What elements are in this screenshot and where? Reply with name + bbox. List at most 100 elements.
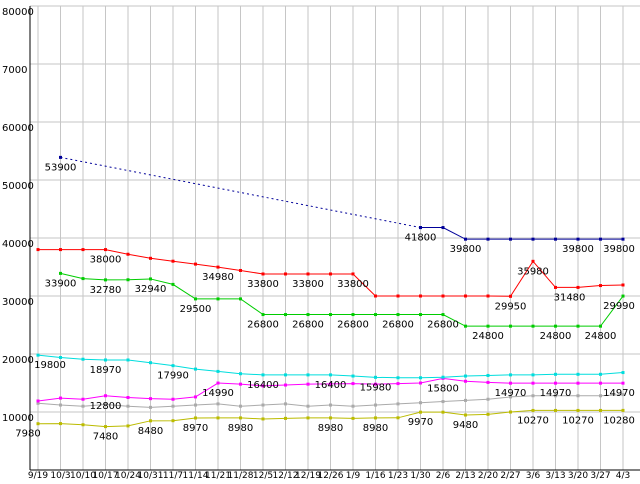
series-navy-marker — [464, 237, 467, 241]
series-olive-marker — [239, 416, 242, 420]
series-gray-marker — [554, 394, 557, 398]
series-cyan-marker — [441, 375, 445, 379]
point-label: 18970 — [90, 365, 122, 376]
series-red-marker — [261, 272, 265, 276]
series-olive-marker — [216, 416, 220, 420]
series-red-marker — [81, 248, 85, 252]
series-magenta-marker — [351, 382, 355, 386]
x-tick-label: 11/21 — [205, 471, 231, 480]
series-green-marker — [351, 313, 355, 317]
series-green-marker — [531, 324, 535, 328]
series-gray-marker — [621, 393, 625, 397]
series-red-marker — [284, 272, 287, 276]
series-navy-marker — [576, 237, 580, 241]
y-tick-label: 50000 — [2, 181, 34, 192]
point-label: 32940 — [135, 284, 167, 295]
series-cyan-marker — [216, 369, 220, 373]
series-red-marker — [126, 252, 130, 256]
x-tick-label: 11/28 — [228, 471, 254, 480]
series-gray-marker — [464, 398, 467, 402]
series-red-marker — [104, 248, 107, 252]
point-label: 14970 — [603, 388, 635, 399]
series-red-marker — [36, 248, 40, 252]
series-gray-marker — [261, 403, 265, 407]
point-label: 14990 — [202, 388, 234, 399]
point-label: 14970 — [540, 388, 572, 399]
series-olive-marker — [396, 416, 400, 420]
x-tick-label: 1/16 — [365, 471, 385, 480]
point-label: 10280 — [603, 415, 635, 426]
series-gray-marker — [419, 401, 422, 405]
series-gray-marker — [216, 402, 220, 406]
series-gray-marker — [374, 403, 377, 407]
series-cyan-marker — [194, 367, 197, 371]
point-label: 29990 — [603, 301, 635, 312]
series-cyan-marker — [509, 373, 512, 377]
series-navy-marker — [621, 237, 625, 241]
series-magenta-marker — [599, 381, 602, 385]
series-olive-marker — [194, 416, 197, 420]
series-cyan-marker — [464, 374, 467, 378]
series-green-marker — [464, 324, 467, 328]
series-green-marker — [171, 282, 175, 286]
series-olive-marker — [351, 416, 355, 420]
point-label: 8980 — [363, 423, 388, 434]
series-navy-marker — [509, 237, 512, 241]
point-label: 8980 — [228, 423, 253, 434]
series-magenta-marker — [486, 380, 490, 384]
point-label: 9480 — [453, 420, 478, 431]
series-red-marker — [306, 272, 310, 276]
series-magenta-marker — [239, 382, 242, 386]
series-green-marker — [554, 324, 557, 328]
series-red-marker — [149, 256, 152, 260]
series-magenta-marker — [104, 394, 107, 398]
series-cyan-marker — [81, 357, 85, 361]
series-olive-marker — [126, 424, 130, 428]
series-green-marker — [216, 297, 220, 301]
series-green-marker — [419, 313, 422, 317]
x-tick-label: 11/14 — [183, 471, 209, 480]
series-red-marker — [216, 265, 220, 269]
x-tick-label: 10/24 — [115, 471, 141, 480]
series-gray-marker — [59, 403, 62, 407]
series-red-marker — [599, 284, 602, 288]
series-navy-marker — [599, 237, 602, 241]
series-magenta-marker — [306, 382, 310, 386]
series-cyan-marker — [351, 374, 355, 378]
y-tick-label: 80000 — [2, 7, 34, 18]
series-magenta-marker — [621, 381, 625, 385]
series-cyan-marker — [486, 373, 490, 377]
y-tick-label: 60000 — [2, 123, 34, 134]
x-tick-label: 3/6 — [526, 471, 541, 480]
series-cyan-marker — [149, 361, 152, 365]
series-green-marker — [374, 313, 377, 317]
series-magenta-marker — [464, 379, 467, 383]
series-green-marker — [126, 278, 130, 282]
series-gray-marker — [441, 400, 445, 404]
y-tick-label: 7000 — [2, 65, 27, 76]
series-red-marker — [239, 268, 242, 272]
series-green-marker — [261, 313, 265, 317]
y-tick-label: 30000 — [2, 297, 34, 308]
x-tick-label: 2/13 — [455, 471, 475, 480]
x-tick-label: 3/20 — [568, 471, 588, 480]
point-label: 10270 — [517, 415, 549, 426]
series-olive-marker — [149, 419, 152, 423]
point-label: 33800 — [292, 279, 324, 290]
series-olive-marker — [36, 422, 40, 426]
series-navy-marker — [486, 237, 490, 241]
point-label: 8970 — [183, 423, 208, 434]
series-navy-dashed-marker — [59, 155, 62, 159]
y-tick-label: 20000 — [2, 355, 34, 366]
series-red-marker — [486, 294, 490, 298]
series-green-marker — [329, 313, 332, 317]
series-cyan-marker — [554, 372, 557, 376]
point-label: 15800 — [427, 383, 459, 394]
point-label: 38000 — [90, 255, 122, 266]
series-green-marker — [239, 297, 242, 301]
point-label: 12800 — [90, 401, 122, 412]
series-gray-marker — [531, 394, 535, 398]
point-label: 34980 — [202, 272, 234, 283]
series-olive-marker — [374, 416, 377, 420]
series-olive-marker — [531, 408, 535, 412]
